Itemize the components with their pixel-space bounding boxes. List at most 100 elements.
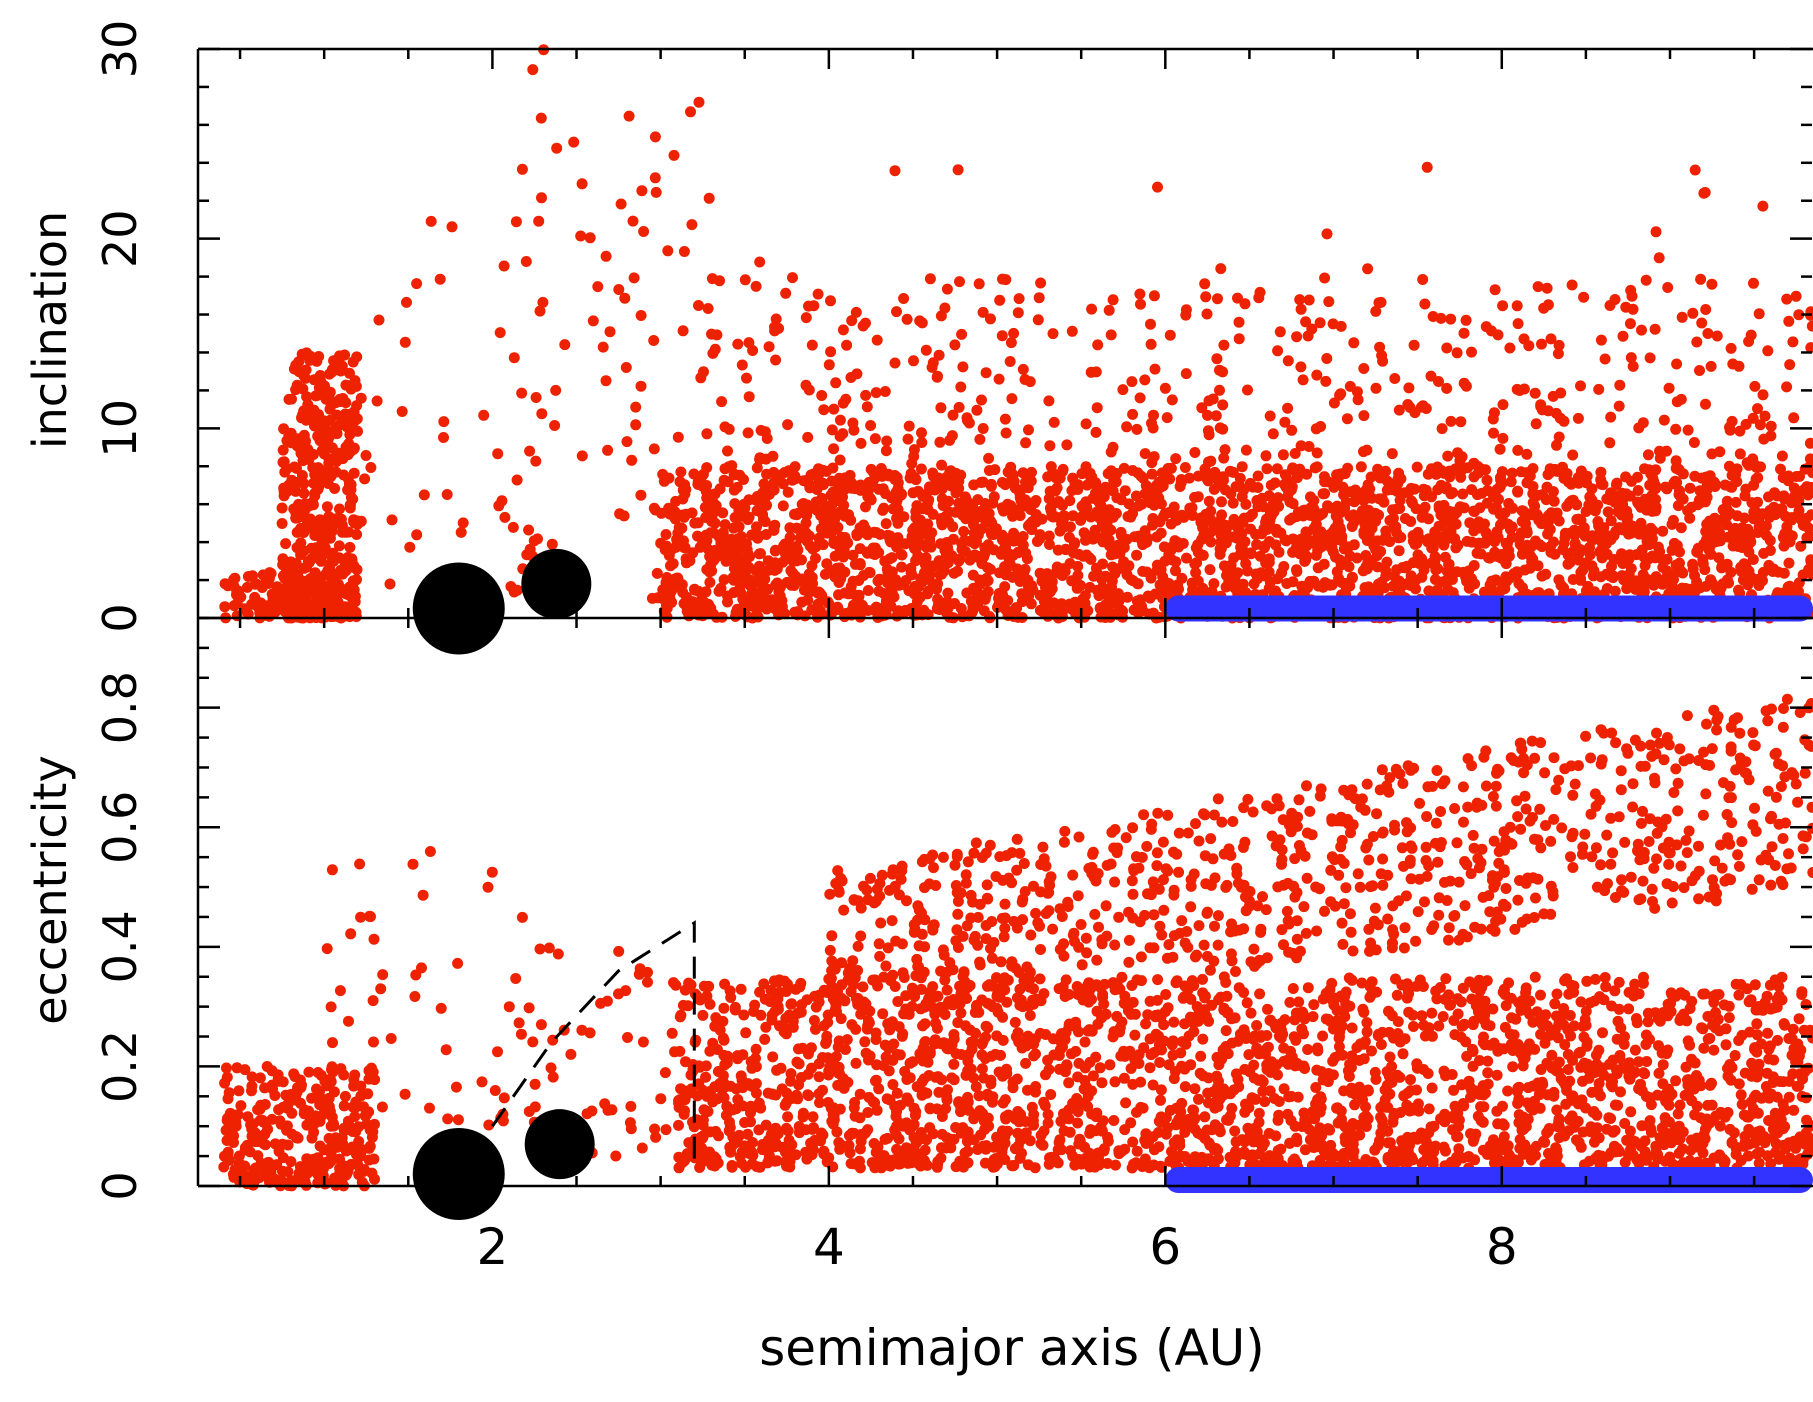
eccentricity-point [620, 985, 631, 996]
inclination-point [1352, 553, 1363, 564]
inclination-point [974, 434, 985, 445]
inclination-point [647, 593, 658, 604]
inclination-point [785, 532, 796, 543]
inclination-point [281, 435, 292, 446]
inclination-point [890, 358, 901, 369]
inclination-point [855, 558, 866, 569]
inclination-point [319, 431, 330, 442]
inclination-point [622, 436, 633, 447]
inclination-point [802, 595, 813, 606]
inclination-point [891, 306, 902, 317]
inclination-point [1135, 392, 1146, 403]
inclination-point [1743, 336, 1754, 347]
inclination-point [985, 516, 996, 527]
inclination-point [1330, 552, 1341, 563]
inclination-point [1331, 511, 1342, 522]
eccentricity-point [321, 1080, 332, 1091]
inclination-point [1480, 464, 1491, 475]
inclination-point [1722, 559, 1733, 570]
inclination-point [811, 497, 822, 508]
inclination-point [1321, 353, 1332, 364]
inclination-point [523, 525, 534, 536]
inclination-point [280, 605, 291, 616]
inclination-point [1791, 291, 1802, 302]
inclination-point [1167, 394, 1178, 405]
inclination-point [349, 468, 360, 479]
inclination-point [1150, 364, 1161, 375]
inclination-point [1683, 425, 1694, 436]
inclination-point [1610, 294, 1621, 305]
eccentricity-point [347, 1142, 358, 1153]
inclination-point [1614, 380, 1625, 391]
inclination-point [1202, 309, 1213, 320]
inclination-point [1662, 282, 1673, 293]
inclination-point [1736, 536, 1747, 547]
inclination-point [1067, 604, 1078, 615]
inclination-point [1380, 466, 1391, 477]
inclination-point [1146, 418, 1157, 429]
eccentricity-point [271, 1175, 282, 1186]
inclination-point [1191, 557, 1202, 568]
inclination-point [1117, 384, 1128, 395]
eccentricity-point [1251, 1020, 1262, 1031]
inclination-point [1328, 482, 1339, 493]
inclination-point [1641, 275, 1652, 286]
inclination-point [828, 404, 839, 415]
inclination-point [703, 544, 714, 555]
eccentricity-point [1246, 1008, 1257, 1019]
inclination-point [356, 393, 367, 404]
inclination-point [956, 329, 967, 340]
inclination-point [1212, 293, 1223, 304]
inclination-point [910, 605, 921, 616]
inclination-point [1650, 324, 1661, 335]
inclination-point [1472, 548, 1483, 559]
inclination-point [1778, 532, 1789, 543]
inclination-point [1651, 226, 1662, 237]
inclination-point [1625, 285, 1636, 296]
inclination-point [703, 599, 714, 610]
inclination-point [1336, 535, 1347, 546]
inclination-point [438, 432, 449, 443]
inclination-point [881, 436, 892, 447]
inclination-point [290, 362, 301, 373]
inclination-point [1288, 498, 1299, 509]
inclination-point [1072, 561, 1083, 572]
inclination-point [1144, 493, 1155, 504]
inclination-point [769, 322, 780, 333]
inclination-point [337, 453, 348, 464]
inclination-point [1757, 201, 1768, 212]
inclination-point [1702, 328, 1713, 339]
inclination-point [1628, 361, 1639, 372]
eccentricity-point [339, 1100, 350, 1111]
eccentricity-point [290, 1091, 301, 1102]
inclination-point [1593, 384, 1604, 395]
inclination-point [1671, 359, 1682, 370]
inclination-point [1178, 538, 1189, 549]
inclination-point [818, 539, 829, 550]
inclination-point [1064, 495, 1075, 506]
inclination-point [1146, 339, 1157, 350]
inclination-point [1777, 451, 1788, 462]
inclination-point [804, 385, 815, 396]
inclination-point [1758, 548, 1769, 559]
inclination-point [1567, 280, 1578, 291]
inclination-point [1638, 580, 1649, 591]
eccentricity-point [377, 969, 388, 980]
eccentricity-point [335, 1063, 346, 1074]
inclination-point [1349, 496, 1360, 507]
inclination-point [1156, 482, 1167, 493]
inclination-point [670, 496, 681, 507]
inclination-point [585, 232, 596, 243]
inclination-point [874, 586, 885, 597]
inclination-point [915, 515, 926, 526]
eccentricity-point [514, 1017, 525, 1028]
inclination-point [1211, 353, 1222, 364]
inclination-point [1677, 312, 1688, 323]
inclination-point [1068, 510, 1079, 521]
inclination-point [686, 219, 697, 230]
inclination-point [687, 547, 698, 558]
inclination-point [297, 409, 308, 420]
inclination-point [665, 587, 676, 598]
inclination-point [320, 528, 331, 539]
inclination-point [744, 551, 755, 562]
